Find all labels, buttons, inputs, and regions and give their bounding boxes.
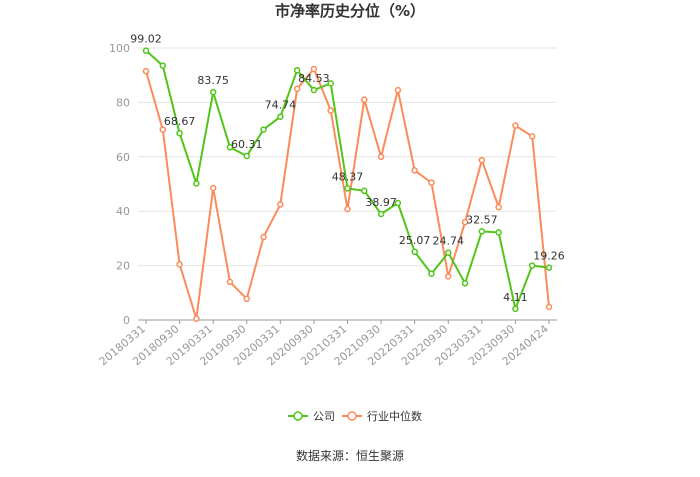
data-label: 19.26 (533, 250, 565, 263)
data-point[interactable] (243, 295, 250, 303)
y-tick-label: 20 (116, 260, 130, 273)
data-point[interactable] (545, 264, 553, 271)
data-point[interactable] (478, 156, 486, 164)
data-point[interactable] (277, 201, 284, 208)
legend-item-1[interactable]: 行业中位数 (342, 409, 422, 423)
data-point[interactable] (277, 113, 284, 120)
data-point[interactable] (142, 47, 150, 54)
series-line-1 (145, 67, 550, 319)
data-point[interactable] (142, 67, 150, 75)
data-point[interactable] (344, 205, 351, 213)
data-point[interactable] (528, 133, 536, 140)
data-label: 25.07 (399, 234, 431, 247)
legend-marker (293, 411, 303, 421)
series-group (142, 47, 553, 322)
data-label: 4.11 (503, 291, 528, 304)
data-point[interactable] (512, 122, 519, 129)
data-point[interactable] (293, 85, 301, 93)
data-point[interactable] (310, 65, 318, 73)
data-point[interactable] (344, 185, 351, 192)
data-point[interactable] (260, 233, 267, 241)
data-point[interactable] (176, 129, 183, 137)
data-point[interactable] (209, 88, 217, 96)
data-point[interactable] (495, 203, 502, 211)
data-point[interactable] (159, 126, 167, 133)
data-point[interactable] (209, 184, 217, 192)
data-label: 32.57 (466, 213, 498, 226)
data-point[interactable] (243, 152, 250, 160)
data-point[interactable] (478, 228, 486, 235)
data-point[interactable] (226, 278, 234, 286)
data-label: 68.67 (164, 115, 196, 128)
data-point[interactable] (411, 167, 418, 174)
data-point[interactable] (377, 153, 385, 161)
data-point[interactable] (528, 262, 536, 269)
source-note: 数据来源：恒生聚源 (296, 448, 404, 463)
legend[interactable]: 公司 行业中位数 (288, 409, 422, 423)
data-point[interactable] (545, 303, 553, 311)
y-tick-label: 100 (109, 42, 130, 55)
chart-title: 市净率历史分位（%） (275, 2, 425, 20)
data-point[interactable] (428, 179, 435, 186)
legend-item-0[interactable]: 公司 (288, 410, 335, 423)
data-point[interactable] (293, 67, 301, 74)
data-label: 84.53 (298, 72, 330, 85)
x-axis: 2018033120180930201903312019093020200331… (97, 319, 557, 368)
data-point[interactable] (327, 80, 334, 87)
y-axis-ticks: 0 20 40 60 80 100 (109, 42, 130, 327)
data-label: 24.74 (433, 235, 465, 248)
data-label: 48.37 (332, 170, 364, 183)
data-point[interactable] (411, 248, 418, 256)
data-label: 74.74 (265, 99, 297, 112)
legend-marker (347, 411, 357, 421)
y-tick-label: 60 (116, 151, 130, 164)
data-point[interactable] (512, 305, 519, 313)
data-point[interactable] (461, 280, 469, 287)
data-point[interactable] (193, 315, 200, 322)
data-point[interactable] (310, 86, 318, 94)
data-point[interactable] (159, 62, 167, 69)
data-label: 99.02 (130, 33, 162, 46)
data-point[interactable] (428, 270, 435, 278)
data-point[interactable] (193, 180, 200, 187)
data-point[interactable] (327, 107, 334, 114)
legend-label: 行业中位数 (367, 409, 422, 423)
data-point[interactable] (394, 86, 402, 94)
data-point[interactable] (394, 199, 402, 207)
y-tick-label: 0 (123, 314, 130, 327)
data-point[interactable] (176, 260, 183, 268)
data-point[interactable] (495, 229, 502, 236)
data-point[interactable] (461, 218, 469, 226)
data-label: 83.75 (197, 74, 229, 87)
data-point[interactable] (361, 187, 368, 195)
y-tick-label: 40 (116, 205, 130, 218)
y-tick-label: 80 (116, 96, 130, 109)
data-point[interactable] (260, 126, 267, 133)
data-labels: 99.02 68.67 83.75 60.31 74.74 84.53 48.3738.97… (130, 33, 565, 304)
data-point[interactable] (445, 273, 452, 280)
data-point[interactable] (226, 144, 234, 151)
data-label: 38.97 (365, 196, 397, 209)
data-point[interactable] (445, 249, 452, 256)
data-label: 60.31 (231, 138, 263, 151)
data-point[interactable] (377, 210, 385, 218)
data-point[interactable] (361, 96, 368, 103)
legend-label: 公司 (313, 410, 335, 423)
